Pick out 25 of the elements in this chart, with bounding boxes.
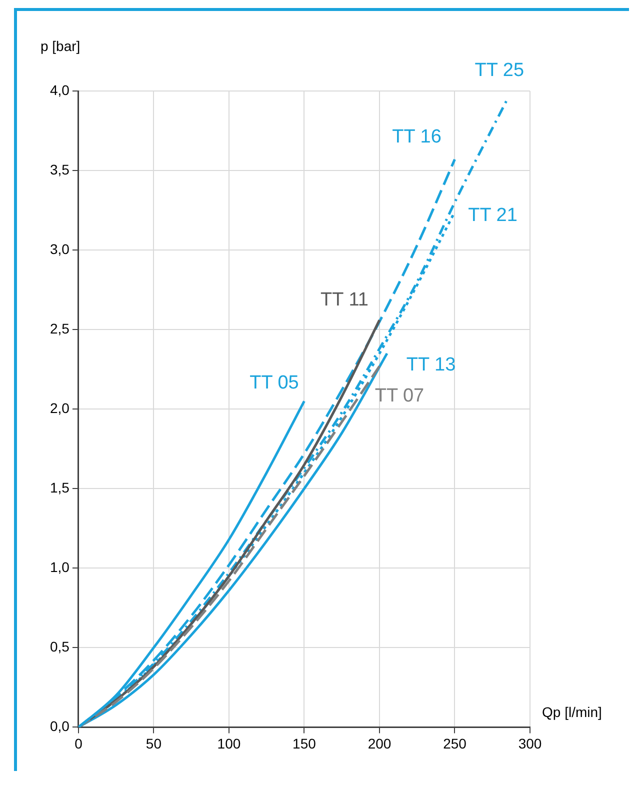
x-tick-label: 50 bbox=[146, 735, 162, 752]
series-label: TT 16 bbox=[392, 126, 442, 148]
x-tick-label: 200 bbox=[368, 735, 392, 752]
x-tick-label: 0 bbox=[74, 735, 83, 752]
y-tick-label: 3,0 bbox=[50, 240, 70, 257]
x-tick-label: 300 bbox=[518, 735, 542, 752]
series-label: TT 25 bbox=[474, 60, 524, 82]
y-tick-label: 0,5 bbox=[50, 638, 70, 655]
x-tick-label: 100 bbox=[217, 735, 241, 752]
y-axis-title: p [bar] bbox=[40, 38, 80, 54]
series-label: TT 07 bbox=[374, 385, 424, 406]
y-tick-label: 4,0 bbox=[50, 82, 70, 98]
x-tick-label: 250 bbox=[443, 735, 467, 752]
series-label: TT 11 bbox=[320, 289, 368, 310]
series-label: TT 21 bbox=[468, 205, 518, 226]
x-axis-title: Qp [l/min] bbox=[542, 704, 602, 720]
y-tick-label: 0,0 bbox=[50, 718, 70, 734]
series-label: TT 13 bbox=[406, 354, 456, 376]
y-tick-label: 2,0 bbox=[50, 400, 70, 416]
series-label: TT 05 bbox=[250, 372, 299, 394]
y-tick-label: 1,5 bbox=[50, 479, 70, 496]
y-tick-label: 3,5 bbox=[50, 161, 70, 178]
x-tick-label: 150 bbox=[292, 735, 316, 752]
y-tick-label: 1,0 bbox=[50, 559, 70, 576]
y-tick-label: 2,5 bbox=[50, 320, 70, 336]
